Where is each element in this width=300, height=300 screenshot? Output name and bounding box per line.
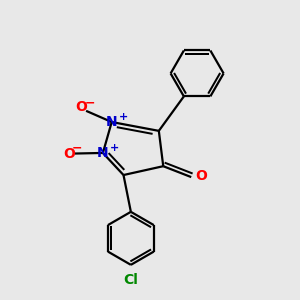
Text: Cl: Cl	[123, 273, 138, 287]
Text: O: O	[63, 146, 75, 161]
Text: O: O	[75, 100, 87, 114]
Text: O: O	[195, 169, 207, 184]
Text: N: N	[106, 115, 118, 129]
Text: N: N	[97, 146, 109, 160]
Text: +: +	[119, 112, 128, 122]
Text: +: +	[110, 142, 119, 153]
Text: −: −	[72, 142, 83, 155]
Text: −: −	[85, 96, 95, 109]
